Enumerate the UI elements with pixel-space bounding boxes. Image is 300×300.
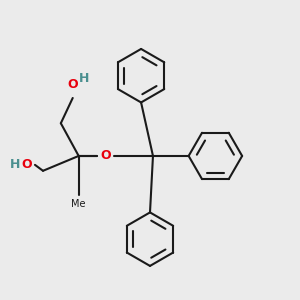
Text: O: O [100, 149, 111, 162]
Text: O: O [68, 78, 78, 92]
Text: H: H [79, 72, 89, 85]
Text: O: O [21, 158, 32, 171]
Text: Me: Me [71, 199, 86, 209]
Text: H: H [10, 158, 20, 171]
